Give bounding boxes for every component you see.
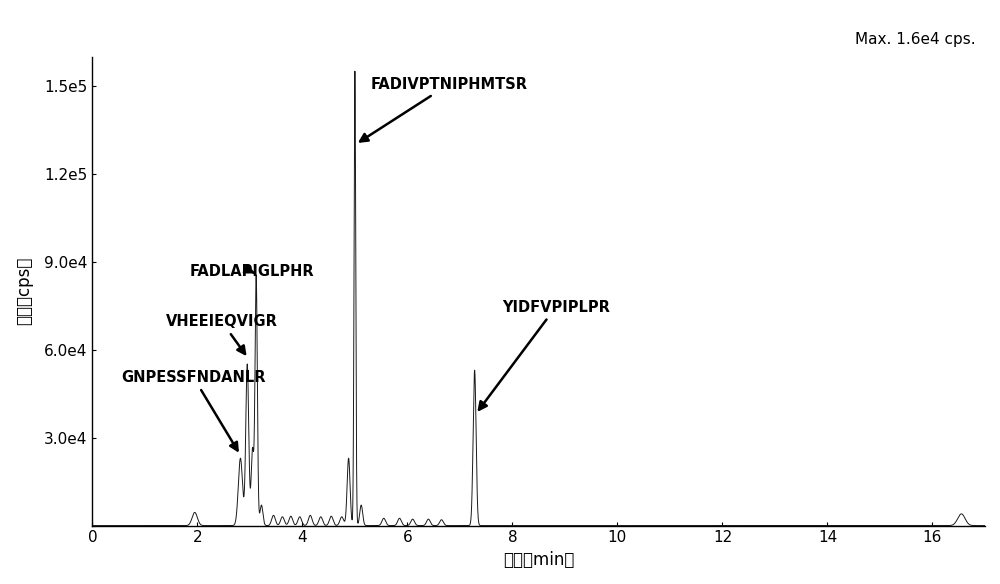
Text: FADIVPTNIPHMTSR: FADIVPTNIPHMTSR	[360, 77, 528, 141]
Text: FADLAPIGLPHR: FADLAPIGLPHR	[189, 265, 314, 279]
Y-axis label: 响应（cps）: 响应（cps）	[15, 257, 33, 325]
Text: VHEEIEQVIGR: VHEEIEQVIGR	[166, 314, 278, 354]
Text: Max. 1.6e4 cps.: Max. 1.6e4 cps.	[855, 32, 976, 47]
Text: GNPESSFNDANLR: GNPESSFNDANLR	[121, 370, 266, 450]
Text: YIDFVPIPLPR: YIDFVPIPLPR	[479, 300, 610, 410]
X-axis label: 时间（min）: 时间（min）	[503, 551, 574, 569]
